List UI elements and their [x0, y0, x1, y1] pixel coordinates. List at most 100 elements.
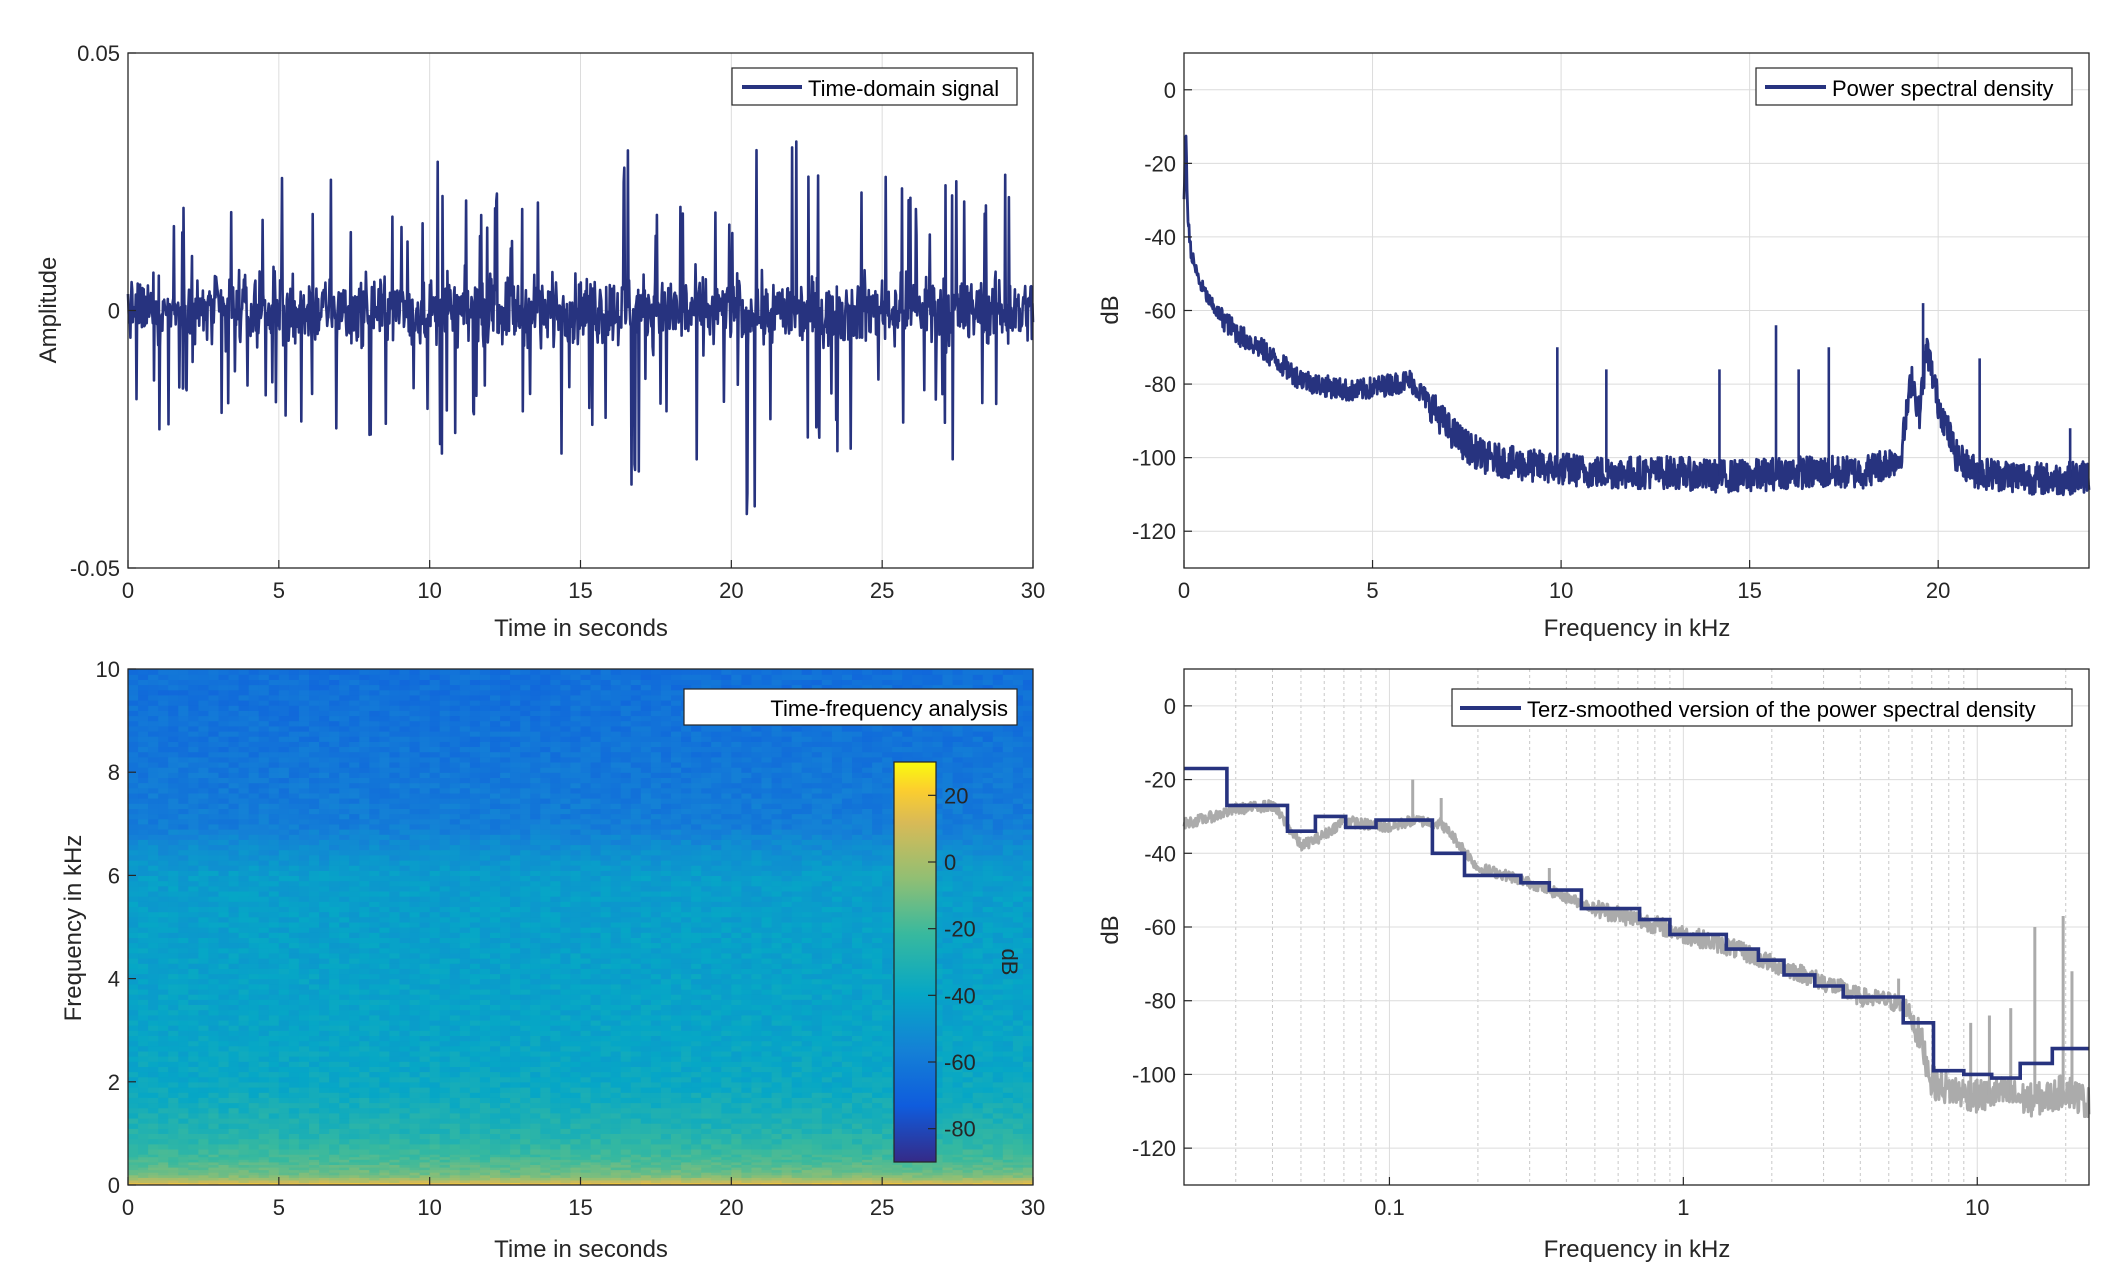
spectrogram-cell — [811, 1019, 823, 1026]
spectrogram-cell — [168, 1133, 179, 1140]
spectrogram-cell — [479, 937, 491, 944]
spectrogram-cell — [278, 1161, 290, 1165]
spectrogram-cell — [660, 1177, 672, 1181]
spectrogram-cell — [1012, 999, 1024, 1005]
spectrogram-cell — [992, 1107, 1004, 1114]
spectrogram-cell — [349, 952, 360, 959]
spectrogram-cell — [248, 952, 260, 959]
spectrogram-cell — [288, 1019, 300, 1026]
spectrogram-cell — [339, 947, 350, 954]
spectrogram-cell — [479, 994, 491, 1000]
spectrogram-cell — [148, 937, 159, 944]
spectrogram-cell — [148, 1092, 159, 1098]
spectrogram-cell — [490, 1128, 501, 1134]
spectrogram-cell — [128, 1056, 139, 1062]
spectrogram-cell — [862, 937, 873, 944]
spectrogram-cell — [188, 1177, 199, 1181]
spectrogram-cell — [721, 1097, 732, 1104]
spectrogram-cell — [731, 968, 742, 975]
spectrogram-cell — [711, 958, 722, 964]
spectrogram-cell — [349, 1179, 360, 1183]
spectrogram-cell — [711, 1107, 722, 1114]
spectrogram-cell — [469, 1107, 481, 1114]
spectrogram-cell — [258, 1169, 270, 1173]
spectrogram-cell — [138, 942, 149, 949]
spectrogram-cell — [309, 1179, 320, 1183]
spectrogram-cell — [801, 999, 813, 1005]
spectrogram-cell — [701, 1045, 712, 1052]
spectrogram-cell — [811, 1182, 823, 1185]
spectrogram-cell — [479, 1014, 491, 1021]
spectrogram-cell — [379, 952, 391, 959]
spectrogram-cell — [459, 1102, 471, 1109]
spectrogram-cell — [982, 1169, 994, 1173]
spectrogram-cell — [771, 1050, 783, 1057]
spectrogram-cell — [479, 1154, 491, 1158]
spectrogram-cell — [148, 1014, 159, 1021]
spectrogram-cell — [148, 988, 159, 995]
spectrogram-cell — [841, 1009, 853, 1016]
spectrogram-cell — [841, 1056, 853, 1062]
spectrogram-cell — [932, 973, 944, 980]
spectrogram-cell — [349, 1056, 360, 1062]
spectrogram-cell — [902, 1177, 913, 1181]
spectrogram-cell — [419, 1071, 431, 1078]
spectrogram-cell — [510, 1081, 521, 1088]
spectrogram-cell — [268, 932, 280, 938]
spectrogram-cell — [178, 1040, 189, 1047]
spectrogram-cell — [992, 1102, 1004, 1109]
spectrogram-cell — [801, 973, 813, 980]
spectrogram-cell — [389, 937, 401, 944]
spectrogram-cell — [329, 937, 340, 944]
spectrogram-cell — [218, 952, 230, 959]
spectrogram-cell — [490, 1174, 501, 1178]
spectrogram-cell — [862, 947, 873, 954]
spectrogram-cell — [982, 952, 994, 959]
spectrogram-cell — [148, 1156, 159, 1160]
spectrogram-cell — [439, 1107, 451, 1114]
spectrogram-cell — [228, 983, 240, 990]
spectrogram-cell — [490, 1172, 501, 1176]
spectrogram-cell — [469, 1164, 481, 1168]
spectrogram-cell — [429, 937, 441, 944]
spectrogram-cell — [208, 1107, 220, 1114]
spectrogram-cell — [178, 978, 189, 985]
spectrogram-cell — [309, 999, 320, 1005]
spectrogram-cell — [630, 1133, 642, 1140]
spectrogram-cell — [168, 1061, 179, 1067]
spectrogram-cell — [872, 1161, 883, 1165]
spectrogram-cell — [288, 983, 300, 990]
spectrogram-cell — [872, 1030, 883, 1036]
spectrogram-cell — [701, 952, 712, 959]
spectrogram-cell — [660, 988, 672, 995]
spectrogram-cell — [841, 1161, 853, 1165]
spectrogram-cell — [258, 1097, 270, 1104]
spectrogram-cell — [479, 1172, 491, 1176]
spectrogram-cell — [359, 968, 370, 975]
spectrogram-cell — [640, 1117, 652, 1124]
spectrogram-cell — [419, 1174, 431, 1178]
spectrogram-cell — [349, 932, 360, 938]
spectrogram-cell — [479, 963, 491, 969]
spectrogram-cell — [379, 1166, 391, 1171]
spectrogram-cell — [520, 1076, 531, 1083]
spectrogram-cell — [419, 1123, 431, 1129]
spectrogram-cell — [510, 983, 521, 990]
spectrogram-cell — [258, 963, 270, 969]
time-signal-xlabel: Time in seconds — [494, 615, 668, 642]
spectrogram-cell — [801, 1179, 813, 1183]
spectrogram-cell — [258, 1117, 270, 1124]
spectrogram-cell — [469, 952, 481, 959]
time-signal-y-tick-label: -0.05 — [70, 556, 120, 581]
spectrogram-cell — [329, 1045, 340, 1052]
spectrogram-cell — [409, 947, 421, 954]
spectrogram-cell — [218, 947, 230, 954]
spectrogram-cell — [459, 1066, 471, 1073]
spectrogram-cell — [218, 1030, 230, 1036]
spectrogram-cell — [600, 1133, 612, 1140]
spectrogram-cell — [791, 1128, 803, 1134]
spectrogram-cell — [449, 1133, 461, 1140]
spectrogram-cell — [409, 1019, 421, 1026]
spectrogram-cell — [570, 1161, 582, 1165]
spectrogram-cell — [459, 1179, 471, 1183]
